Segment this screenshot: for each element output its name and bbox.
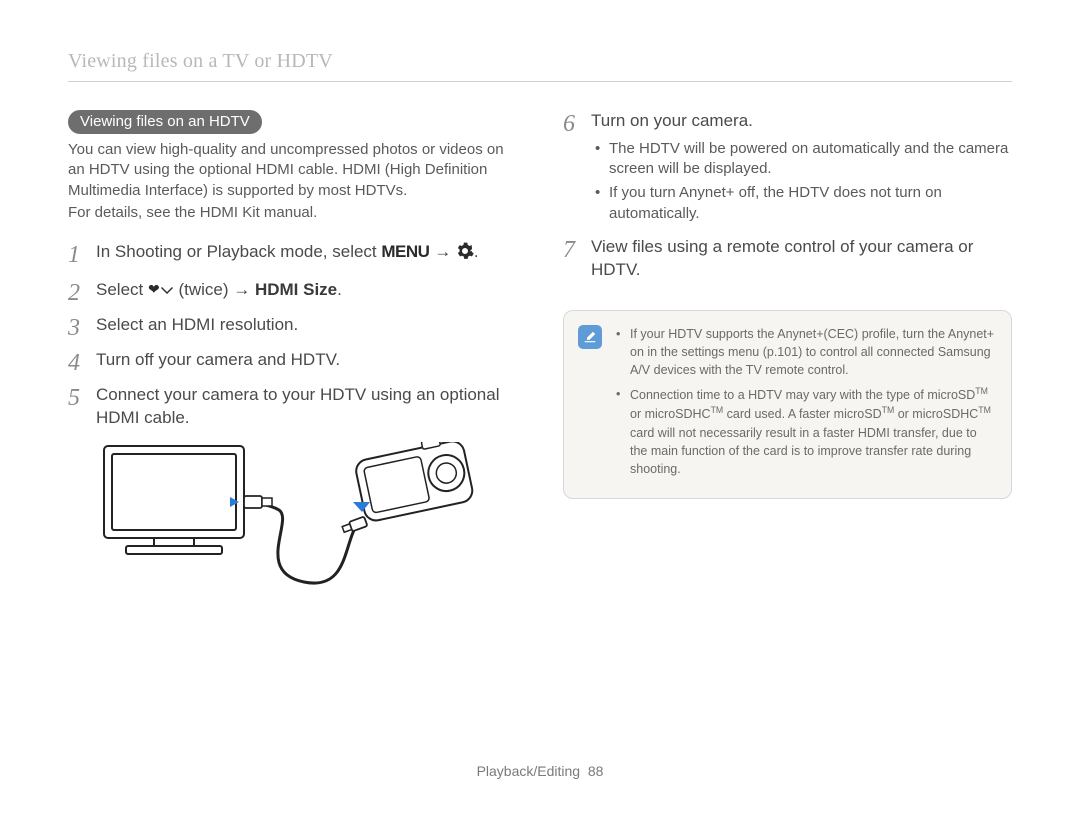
step-6-bullet-2: If you turn Anynet+ off, the HDTV does n… [591,183,1012,224]
chevron-down-icon [160,280,174,299]
step-2-post: . [337,280,342,299]
arrow-icon: → [233,280,255,299]
step-5: Connect your camera to your HDTV using a… [68,384,517,430]
note-item-1: If your HDTV supports the Anynet+(CEC) p… [616,325,995,379]
page: Viewing files on a TV or HDTV Viewing fi… [0,0,1080,627]
step-7: View files using a remote control of you… [563,236,1012,282]
step-6-sublist: The HDTV will be powered on automaticall… [591,139,1012,224]
note-list: If your HDTV supports the Anynet+(CEC) p… [616,325,995,478]
footer-page-number: 88 [588,763,604,779]
step-6: Turn on your camera. The HDTV will be po… [563,110,1012,224]
breadcrumb: Viewing files on a TV or HDTV [68,50,1012,73]
step-6-text: Turn on your camera. [591,111,753,130]
two-column-layout: Viewing files on an HDTV You can view hi… [68,110,1012,607]
step-1: In Shooting or Playback mode, select MEN… [68,241,517,267]
steps-list-left: In Shooting or Playback mode, select MEN… [68,241,517,430]
step-2: Select ❤ (twice) → HDMI Size. [68,279,517,302]
step-2-pre: Select [96,280,148,299]
note-box: If your HDTV supports the Anynet+(CEC) p… [563,310,1012,499]
intro-paragraph-1: You can view high-quality and uncompress… [68,140,517,201]
hdmi-connection-diagram [94,442,517,607]
note-item-2: Connection time to a HDTV may vary with … [616,385,995,478]
menu-label: MENU [381,242,429,261]
section-pill: Viewing files on an HDTV [68,110,262,134]
step-6-bullet-1: The HDTV will be powered on automaticall… [591,139,1012,180]
chevron-down-icon: ❤ [148,280,160,299]
step-2-mid: (twice) [174,280,234,299]
footer-section: Playback/Editing [477,763,581,779]
intro-paragraph-2: For details, see the HDMI Kit manual. [68,203,517,223]
gear-icon [456,242,474,267]
arrow-icon: → [434,242,456,261]
step-4: Turn off your camera and HDTV. [68,349,517,372]
step-1-post: . [474,242,479,261]
step-3: Select an HDMI resolution. [68,314,517,337]
divider [68,81,1012,82]
page-footer: Playback/Editing 88 [0,763,1080,779]
step-2-bold: HDMI Size [255,280,337,299]
right-column: Turn on your camera. The HDTV will be po… [563,110,1012,607]
step-1-pre: In Shooting or Playback mode, select [96,242,381,261]
steps-list-right: Turn on your camera. The HDTV will be po… [563,110,1012,282]
left-column: Viewing files on an HDTV You can view hi… [68,110,517,607]
note-icon [578,325,602,349]
